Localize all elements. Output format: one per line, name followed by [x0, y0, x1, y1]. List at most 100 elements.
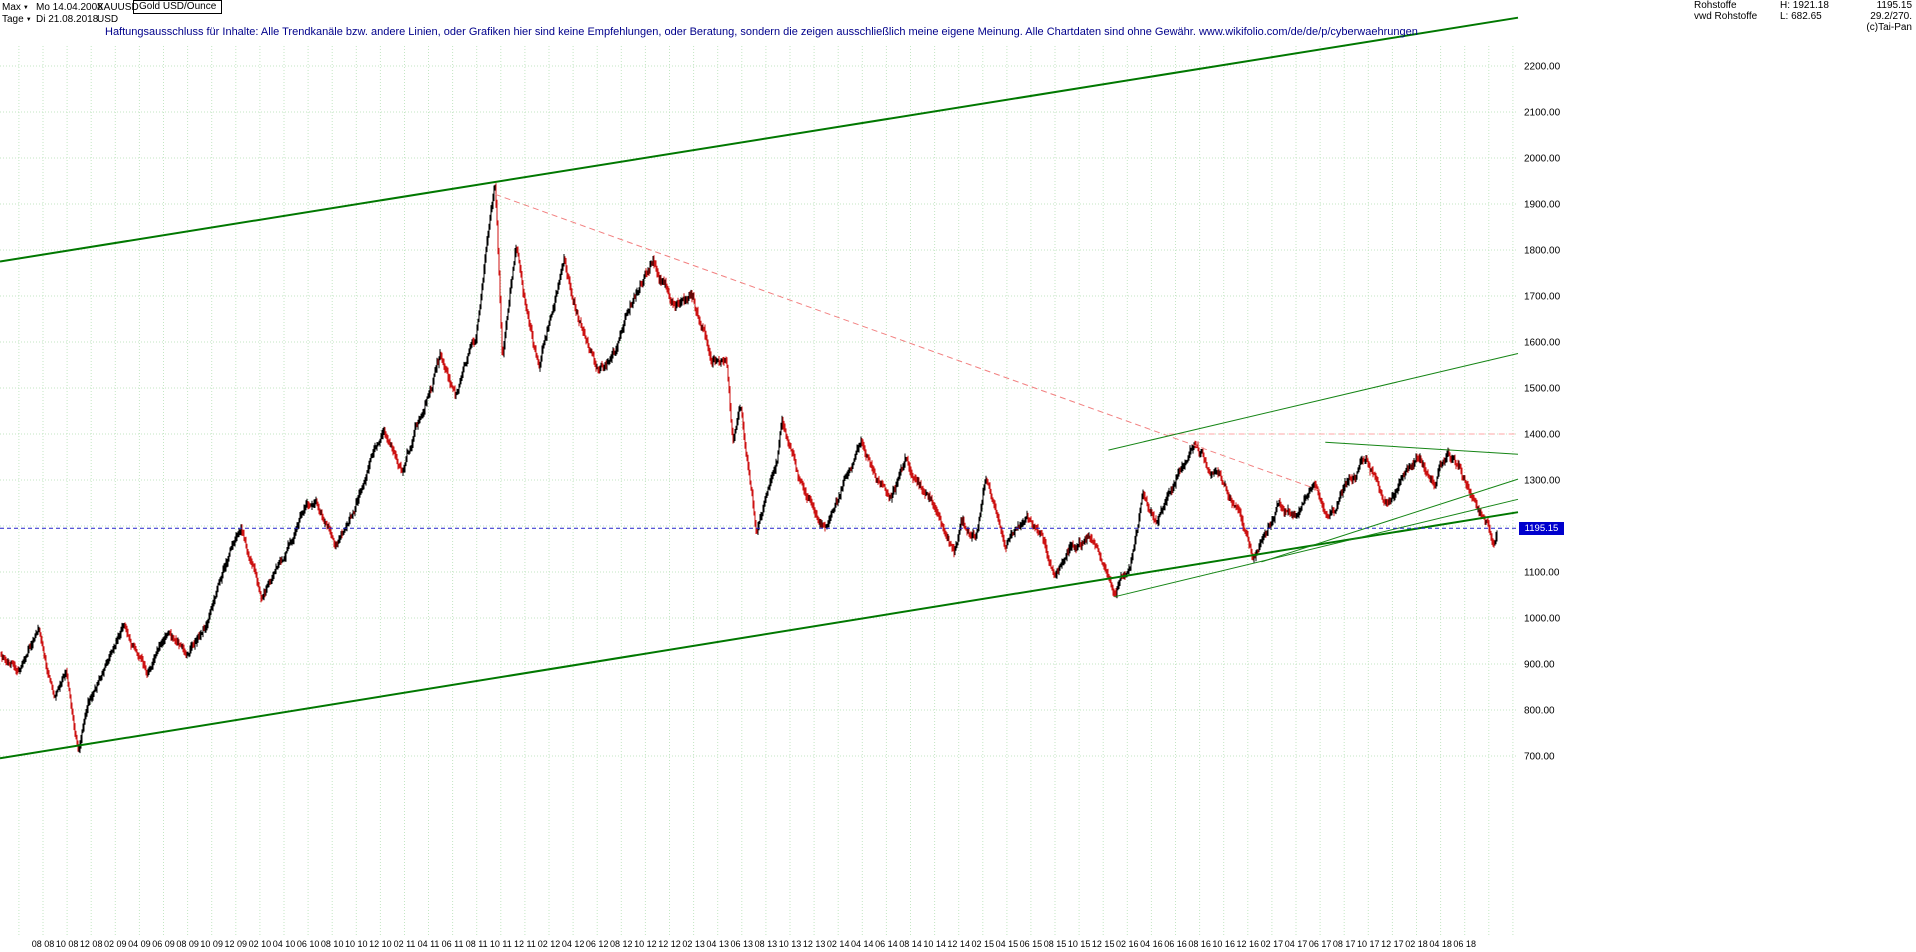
svg-text:12 13: 12 13	[803, 939, 826, 949]
svg-text:10 09: 10 09	[200, 939, 223, 949]
trendline-upper-channel	[0, 16, 1519, 263]
svg-text:08 15: 08 15	[1044, 939, 1067, 949]
svg-text:10 15: 10 15	[1068, 939, 1091, 949]
svg-text:2100.00: 2100.00	[1524, 108, 1561, 119]
svg-text:08 08: 08 08	[32, 939, 55, 949]
svg-text:10 13: 10 13	[779, 939, 802, 949]
svg-text:04 18: 04 18	[1429, 939, 1452, 949]
svg-text:06 17: 06 17	[1309, 939, 1332, 949]
disclaimer-text: Haftungsausschluss für Inhalte: Alle Tre…	[105, 26, 1418, 38]
svg-text:02 15: 02 15	[972, 939, 995, 949]
svg-text:1600.00: 1600.00	[1524, 338, 1561, 349]
quote-low-label: L: 682.65	[1780, 11, 1822, 22]
current-price-tag: 1195.15	[1519, 522, 1564, 535]
grid-lines	[0, 46, 1518, 935]
svg-text:06 12: 06 12	[586, 939, 609, 949]
period-label: Tage	[2, 14, 24, 25]
trendlines	[0, 16, 1519, 760]
svg-text:02 13: 02 13	[682, 939, 705, 949]
svg-text:06 18: 06 18	[1453, 939, 1476, 949]
svg-text:10 14: 10 14	[923, 939, 946, 949]
chevron-down-icon: ▼	[25, 17, 32, 23]
svg-text:1300.00: 1300.00	[1524, 476, 1561, 487]
svg-text:02 16: 02 16	[1116, 939, 1139, 949]
svg-text:04 17: 04 17	[1285, 939, 1308, 949]
trendline-support-2015-2016	[1114, 498, 1519, 598]
svg-text:12 11: 12 11	[514, 939, 536, 949]
svg-text:08 10: 08 10	[321, 939, 344, 949]
svg-text:04 09: 04 09	[128, 939, 151, 949]
svg-text:10 08: 10 08	[56, 939, 79, 949]
svg-text:04 14: 04 14	[851, 939, 874, 949]
timeframe-range-dropdown[interactable]: Max ▼	[2, 2, 29, 14]
svg-text:1700.00: 1700.00	[1524, 292, 1561, 303]
quote-last-value: 1195.15	[1876, 0, 1912, 11]
svg-text:02 12: 02 12	[538, 939, 561, 949]
candlestick-series	[0, 183, 1498, 754]
svg-text:1800.00: 1800.00	[1524, 246, 1561, 257]
svg-text:12 12: 12 12	[658, 939, 681, 949]
symbol-label: XAUUSD	[97, 2, 139, 13]
period-dropdown[interactable]: Tage ▼	[2, 14, 32, 26]
svg-text:06 15: 06 15	[1020, 939, 1043, 949]
svg-text:08 16: 08 16	[1188, 939, 1211, 949]
svg-text:02 17: 02 17	[1261, 939, 1284, 949]
timeframe-range-label: Max	[2, 2, 21, 13]
svg-text:10 17: 10 17	[1357, 939, 1380, 949]
svg-text:12 09: 12 09	[225, 939, 248, 949]
svg-text:08 12: 08 12	[610, 939, 633, 949]
svg-text:04 11: 04 11	[418, 939, 440, 949]
svg-text:02 14: 02 14	[827, 939, 850, 949]
svg-text:1500.00: 1500.00	[1524, 384, 1561, 395]
trendline-support-2016-2018	[1261, 478, 1519, 563]
quote-source-label: vwd Rohstoffe	[1694, 11, 1758, 22]
svg-text:08 09: 08 09	[176, 939, 199, 949]
y-axis-labels: 2200.00 2100.00 2000.00 1900.00 1800.00 1700.…	[1524, 62, 1561, 763]
svg-text:02 10: 02 10	[249, 939, 272, 949]
svg-text:12 15: 12 15	[1092, 939, 1115, 949]
chevron-down-icon: ▼	[22, 5, 29, 11]
svg-text:02 11: 02 11	[394, 939, 416, 949]
svg-text:04 16: 04 16	[1140, 939, 1163, 949]
svg-text:04 13: 04 13	[706, 939, 729, 949]
svg-text:08 14: 08 14	[899, 939, 922, 949]
taipan-copyright: (c)Tai-Pan	[1866, 22, 1912, 33]
svg-text:06 13: 06 13	[731, 939, 754, 949]
svg-text:2200.00: 2200.00	[1524, 62, 1561, 73]
svg-text:2000.00: 2000.00	[1524, 154, 1561, 165]
trendline-downtrend-2011	[495, 193, 1320, 491]
svg-text:06 16: 06 16	[1164, 939, 1187, 949]
quote-high-label: H: 1921.18	[1780, 0, 1829, 11]
currency-label: USD	[97, 14, 119, 25]
svg-text:12 08: 12 08	[80, 939, 103, 949]
svg-text:1000.00: 1000.00	[1524, 614, 1561, 625]
svg-text:12 16: 12 16	[1237, 939, 1260, 949]
end-date-label: Di 21.08.2018	[36, 14, 99, 25]
svg-text:900.00: 900.00	[1524, 660, 1555, 671]
svg-text:12 17: 12 17	[1381, 939, 1404, 949]
trendline-top-line-2017-2018	[1325, 441, 1519, 455]
svg-text:04 15: 04 15	[996, 939, 1019, 949]
svg-text:08 17: 08 17	[1333, 939, 1356, 949]
svg-text:10 12: 10 12	[634, 939, 657, 949]
svg-text:06 14: 06 14	[875, 939, 898, 949]
svg-text:04 12: 04 12	[562, 939, 585, 949]
svg-text:10 16: 10 16	[1212, 939, 1235, 949]
svg-text:04 10: 04 10	[273, 939, 296, 949]
svg-text:12 10: 12 10	[369, 939, 392, 949]
trendline-rising-resistance	[1108, 353, 1519, 451]
svg-text:06 09: 06 09	[152, 939, 175, 949]
instrument-name-box: Gold USD/Ounce	[133, 0, 223, 14]
quote-info-panel: Rohstoffe H: 1921.18 1195.15 vwd Rohstof…	[1694, 1, 1912, 33]
svg-text:1900.00: 1900.00	[1524, 200, 1561, 211]
svg-text:1400.00: 1400.00	[1524, 430, 1561, 441]
quote-category-label: Rohstoffe	[1694, 0, 1737, 11]
svg-text:06 11: 06 11	[442, 939, 464, 949]
svg-text:12 14: 12 14	[947, 939, 970, 949]
svg-text:1100.00: 1100.00	[1524, 568, 1560, 579]
svg-text:800.00: 800.00	[1524, 706, 1555, 717]
start-date-label: Mo 14.04.2008	[36, 2, 103, 13]
x-axis-labels: 08 08 10 08 12 08 02 09 04 09 06 09 08 09 10 09…	[32, 939, 1476, 949]
